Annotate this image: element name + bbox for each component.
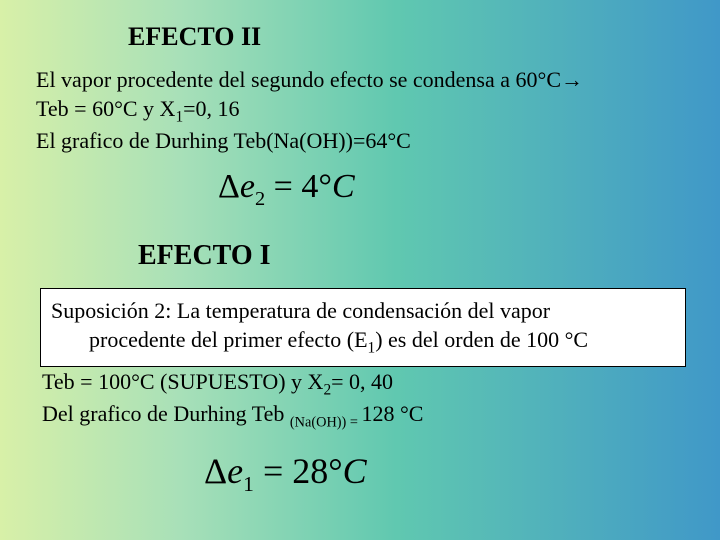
p1-line2-post: =0, 16 xyxy=(183,96,239,121)
box-suposicion-2: Suposición 2: La temperatura de condensa… xyxy=(40,288,686,367)
eq1-eq: = 4° xyxy=(265,168,332,205)
paragraph-efecto-i: Teb = 100°C (SUPUESTO) y X2= 0, 40 Del g… xyxy=(42,368,423,432)
eq1-unit: C xyxy=(332,168,355,205)
p2-line1-post: = 0, 40 xyxy=(331,369,393,394)
eq2-delta: Δ xyxy=(204,451,227,491)
eq2-eq: = 28° xyxy=(254,451,343,491)
heading-efecto-ii: EFECTO II xyxy=(128,22,261,52)
p2-line1-sub: 2 xyxy=(323,381,331,398)
p1-line3: El grafico de Durhing Teb(Na(OH))=64°C xyxy=(36,127,583,156)
box-line1: Suposición 2: La temperatura de condensa… xyxy=(51,297,675,326)
p2-line2-sub: (Na(OH)) = xyxy=(290,415,362,431)
equation-delta-e1: Δe1 = 28°C xyxy=(204,450,367,497)
box-line2-post: ) es del orden de 100 °C xyxy=(375,327,588,352)
p1-line2-pre: Teb = 60°C y X xyxy=(36,96,175,121)
eq2-sub: 1 xyxy=(243,472,254,496)
eq2-unit: C xyxy=(343,451,367,491)
eq1-delta: Δ xyxy=(218,168,240,205)
arrow-icon: → xyxy=(561,67,583,92)
box-line2-pre: procedente del primer efecto (E xyxy=(89,327,368,352)
paragraph-efecto-ii: El vapor procedente del segundo efecto s… xyxy=(36,66,583,156)
heading-efecto-i: EFECTO I xyxy=(138,240,271,272)
p2-line1-pre: Teb = 100°C (SUPUESTO) y X xyxy=(42,369,323,394)
p2-line2-post: 128 °C xyxy=(362,401,424,426)
eq2-var: e xyxy=(227,451,243,491)
p1-line2-sub: 1 xyxy=(175,108,183,125)
p1-line1: El vapor procedente del segundo efecto s… xyxy=(36,67,561,92)
p2-line2-pre: Del grafico de Durhing Teb xyxy=(42,401,290,426)
eq1-var: e xyxy=(240,168,255,205)
equation-delta-e2: Δe2 = 4°C xyxy=(218,168,355,211)
eq1-sub: 2 xyxy=(255,188,265,210)
